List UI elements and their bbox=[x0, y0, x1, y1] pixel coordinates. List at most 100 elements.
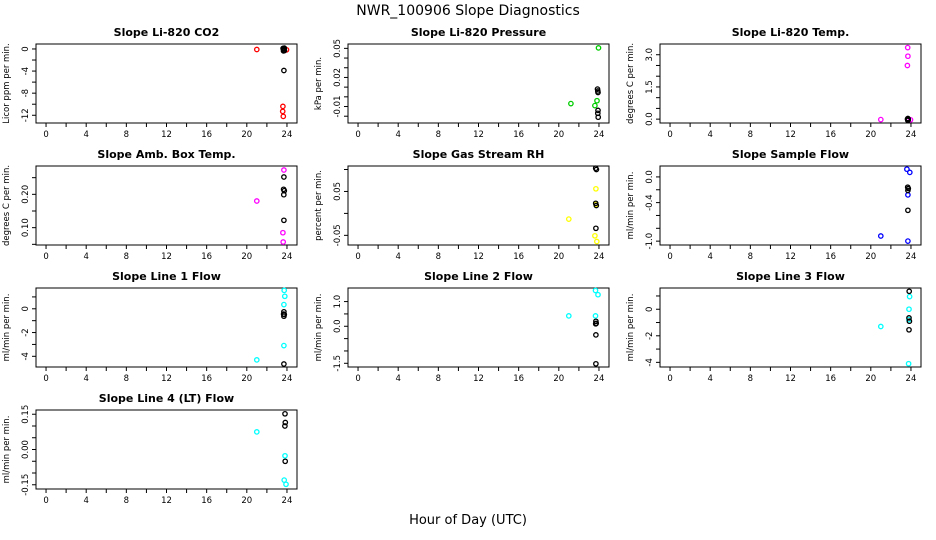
svg-text:4: 4 bbox=[395, 130, 400, 140]
svg-text:24: 24 bbox=[906, 130, 917, 140]
data-point bbox=[253, 198, 260, 204]
data-point bbox=[253, 357, 260, 363]
svg-text:12: 12 bbox=[473, 130, 484, 140]
data-point bbox=[877, 233, 884, 239]
svg-text:0.05: 0.05 bbox=[333, 39, 343, 58]
svg-text:1.0: 1.0 bbox=[333, 295, 343, 309]
svg-text:16: 16 bbox=[201, 252, 212, 262]
svg-text:0: 0 bbox=[355, 130, 360, 140]
data-point bbox=[594, 97, 600, 104]
data-point bbox=[877, 323, 884, 330]
svg-text:4: 4 bbox=[707, 374, 712, 384]
data-point bbox=[905, 192, 911, 198]
svg-text:0: 0 bbox=[43, 130, 48, 140]
svg-text:12: 12 bbox=[161, 496, 172, 506]
subplot-title: Slope Amb. Box Temp. bbox=[97, 148, 235, 161]
svg-text:0: 0 bbox=[21, 46, 31, 51]
plot-box bbox=[347, 165, 610, 246]
svg-text:0.05: 0.05 bbox=[333, 182, 343, 201]
data-point bbox=[279, 108, 286, 115]
data-point bbox=[906, 318, 913, 325]
data-point bbox=[281, 174, 287, 180]
data-point bbox=[280, 45, 287, 52]
svg-text:16: 16 bbox=[825, 130, 836, 140]
data-point bbox=[281, 361, 287, 367]
subplot-title: Slope Li-820 Pressure bbox=[411, 26, 546, 39]
svg-text:20: 20 bbox=[865, 130, 876, 140]
y-axis: 0.05 0.02 -0.01 bbox=[333, 39, 348, 118]
x-axis: 0 4 8 12 16 20 24 bbox=[355, 245, 604, 262]
svg-text:-2: -2 bbox=[21, 328, 31, 336]
data-point bbox=[595, 114, 602, 121]
svg-text:0: 0 bbox=[43, 496, 48, 506]
svg-text:-4: -4 bbox=[21, 352, 31, 360]
subplot-slope-line-3-flow: Slope Line 3 Flow 0 4 8 12 16 20 24 0 -2 -4 ml/min … bbox=[626, 270, 922, 384]
data-point bbox=[906, 315, 912, 321]
svg-text:4: 4 bbox=[83, 496, 88, 506]
data-point bbox=[592, 232, 598, 239]
data-point bbox=[568, 100, 574, 107]
x-axis: 0 4 8 12 16 20 24 bbox=[43, 123, 292, 140]
svg-text:1.5: 1.5 bbox=[645, 80, 655, 94]
svg-text:8: 8 bbox=[748, 374, 753, 384]
data-point bbox=[281, 313, 287, 320]
y-axis: 0.20 0.10 bbox=[21, 177, 36, 245]
svg-text:12: 12 bbox=[785, 252, 796, 262]
plot-box bbox=[347, 43, 610, 124]
svg-text:24: 24 bbox=[282, 130, 293, 140]
plot-box bbox=[35, 409, 298, 490]
data-point bbox=[593, 166, 600, 173]
data-point bbox=[906, 169, 913, 176]
x-axis: 0 4 8 12 16 20 24 bbox=[355, 123, 604, 140]
data-point bbox=[280, 239, 287, 245]
subplot-slope-line-1-flow: Slope Line 1 Flow 0 4 8 12 16 20 24 0 -2 -4 ml/min … bbox=[2, 270, 298, 384]
svg-text:-4: -4 bbox=[21, 67, 31, 75]
svg-text:4: 4 bbox=[395, 374, 400, 384]
data-point bbox=[280, 113, 287, 120]
svg-text:4: 4 bbox=[83, 252, 88, 262]
svg-text:0: 0 bbox=[43, 374, 48, 384]
series-normal-black bbox=[282, 410, 289, 465]
svg-text:0: 0 bbox=[355, 374, 360, 384]
series-flagged-blue bbox=[877, 166, 913, 244]
y-axis-title: degrees C per min. bbox=[626, 43, 636, 124]
series-flagged-cyan bbox=[565, 287, 601, 319]
x-axis: 0 4 8 12 16 20 24 bbox=[43, 245, 292, 262]
x-axis: 0 4 8 12 16 20 24 bbox=[667, 245, 916, 262]
svg-text:20: 20 bbox=[553, 252, 564, 262]
svg-text:0.0: 0.0 bbox=[645, 170, 655, 184]
data-point bbox=[905, 187, 911, 194]
data-point bbox=[595, 107, 601, 114]
data-point bbox=[253, 429, 260, 435]
svg-text:12: 12 bbox=[473, 252, 484, 262]
subplot-slope-gas-stream-rh: Slope Gas Stream RH 0 4 8 12 16 20 24 0.05 -0.05 p… bbox=[314, 148, 610, 262]
data-point bbox=[281, 67, 287, 74]
svg-text:20: 20 bbox=[553, 374, 564, 384]
svg-text:-0.01: -0.01 bbox=[333, 96, 343, 118]
svg-text:8: 8 bbox=[748, 130, 753, 140]
svg-text:-0.05: -0.05 bbox=[333, 224, 343, 246]
series-normal-black bbox=[594, 86, 602, 121]
series-flagged-magenta bbox=[253, 167, 287, 245]
data-point bbox=[905, 53, 911, 60]
subplot-title: Slope Gas Stream RH bbox=[413, 148, 545, 161]
data-point bbox=[905, 116, 912, 122]
data-point bbox=[905, 360, 912, 367]
data-point bbox=[281, 342, 287, 349]
series-normal-black bbox=[592, 318, 600, 367]
subplot-slope-amb-box-temp: Slope Amb. Box Temp. 0 4 8 12 16 20 24 0.20 0.10 d… bbox=[2, 148, 298, 262]
svg-text:-0.15: -0.15 bbox=[21, 474, 31, 496]
svg-text:-8: -8 bbox=[21, 89, 31, 97]
series-normal-black bbox=[904, 184, 912, 214]
data-point bbox=[595, 291, 601, 298]
x-axis: 0 4 8 12 16 20 24 bbox=[43, 489, 292, 506]
subplot-title: Slope Li-820 Temp. bbox=[732, 26, 850, 39]
data-point bbox=[594, 88, 601, 94]
svg-text:8: 8 bbox=[124, 130, 129, 140]
svg-text:0: 0 bbox=[667, 374, 672, 384]
subplot-slope-line-4-lt-flow: Slope Line 4 (LT) Flow 0 4 8 12 16 20 24 0.15 0.0… bbox=[2, 392, 298, 506]
y-axis: 0 -2 -4 bbox=[21, 296, 36, 361]
svg-text:12: 12 bbox=[161, 374, 172, 384]
svg-text:24: 24 bbox=[906, 252, 917, 262]
